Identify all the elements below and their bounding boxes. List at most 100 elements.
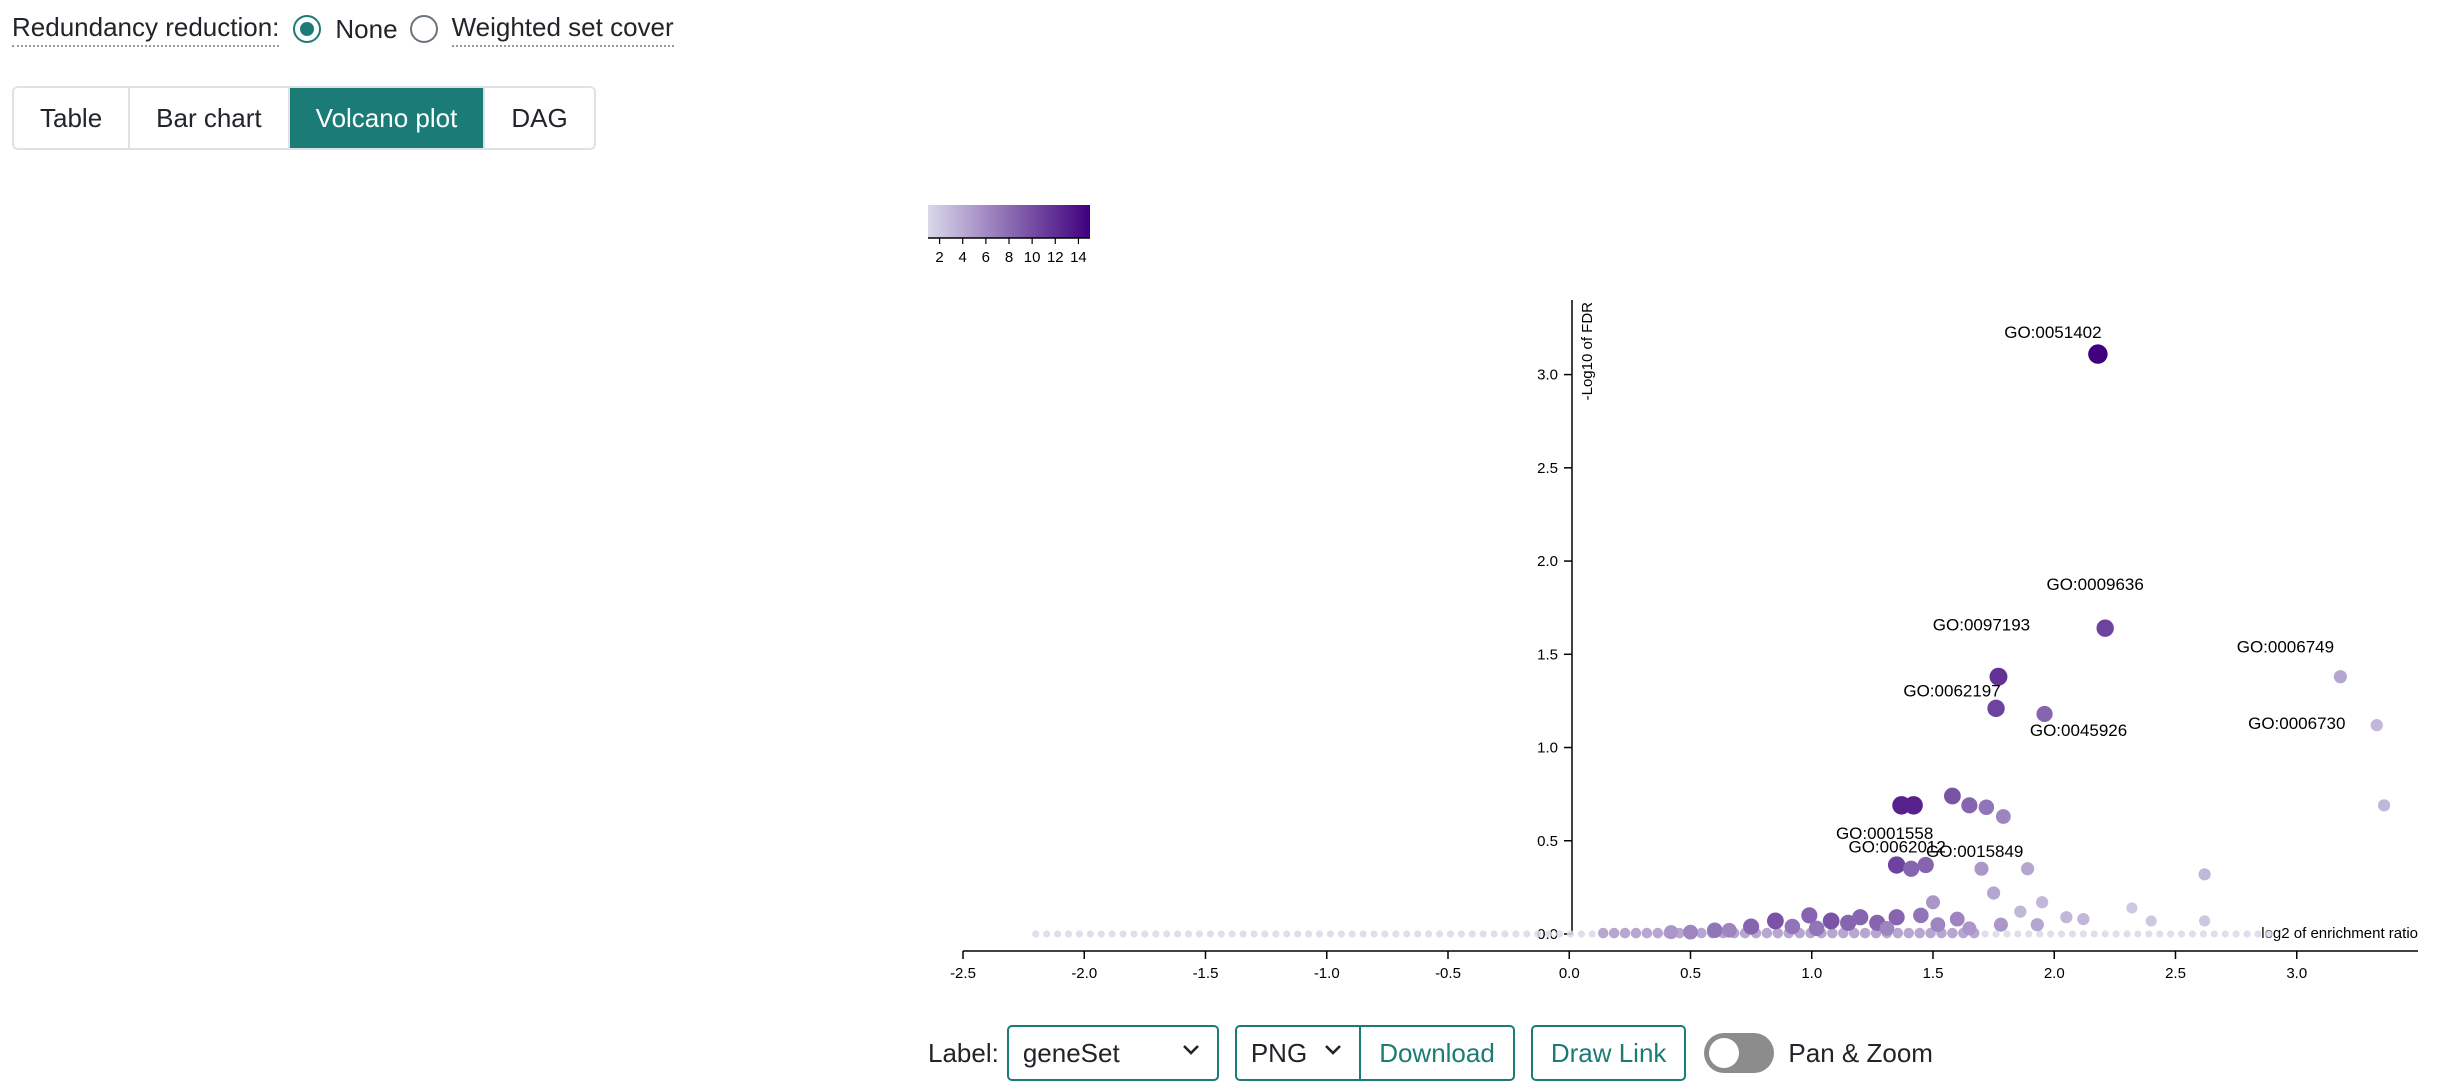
baseline-point [1359,930,1367,938]
data-point[interactable] [1961,797,1978,814]
data-point[interactable] [1930,917,1946,933]
data-point[interactable] [1978,799,1995,815]
labeled-data-point[interactable] [1887,856,1906,874]
data-point[interactable] [2199,915,2211,927]
data-point[interactable] [1925,895,1941,910]
x-axis-label: log2 of enrichment ratio [2261,925,2418,942]
data-point[interactable] [1840,914,1857,931]
pan-zoom-toggle[interactable] [1704,1033,1775,1073]
format-select[interactable]: PNG [1234,1025,1362,1081]
data-point[interactable] [1995,809,2011,824]
data-point[interactable] [1974,861,1989,876]
baseline-point [2167,930,2175,938]
data-point[interactable] [2145,915,2157,927]
y-tick-label: 2.5 [1537,460,1558,477]
data-point[interactable] [1743,918,1760,935]
baseline-point [1119,930,1127,938]
volcano-plot[interactable]: 2 4 6 8 10 12 14 log2 of enrichment ratio -Log… [0,0,2438,1010]
baseline-point [1326,930,1334,938]
data-points [1032,344,2391,940]
radio-none-label[interactable]: None [335,13,398,44]
data-point[interactable] [1949,911,1965,927]
baseline-point [1097,930,1105,938]
download-button[interactable]: Download [1361,1025,1515,1081]
radio-weighted-set-cover-label[interactable]: Weighted set cover [451,12,674,47]
label-select-value: geneSet [1022,1037,1120,1068]
data-point[interactable] [1766,912,1784,930]
radio-none-circle[interactable] [293,15,322,43]
data-point[interactable] [1664,925,1679,940]
tab-table[interactable]: Table [14,88,131,148]
data-point[interactable] [2126,902,2138,914]
data-point[interactable] [1879,920,1895,936]
baseline-point [1981,930,1989,938]
data-point[interactable] [2077,912,2090,926]
data-point[interactable] [1904,796,1923,815]
baseline-point [1250,930,1258,938]
baseline-point [1992,930,2000,938]
data-point[interactable] [1987,886,2001,900]
baseline-point [1043,930,1051,938]
format-select-value: PNG [1250,1037,1308,1068]
baseline-point [1217,930,1225,938]
labeled-data-point[interactable] [2036,705,2053,723]
x-tick-label: -0.5 [1435,965,1461,982]
data-point[interactable] [2020,862,2035,876]
data-point[interactable] [1962,921,1977,936]
baseline-point [2254,930,2262,938]
radio-none[interactable]: None [293,13,398,45]
baseline-point [1272,930,1280,938]
draw-link-button[interactable]: Draw Link [1530,1025,1687,1081]
data-point[interactable] [1683,924,1698,940]
baseline-point [1294,930,1302,938]
baseline-point [1174,930,1182,938]
color-legend-gradient [928,205,1090,238]
labeled-data-point[interactable] [1903,860,1920,877]
tab-dag[interactable]: DAG [485,88,594,148]
baseline-point [2232,930,2240,938]
baseline-point [1512,930,1520,938]
point-label: GO:0006749 [2237,638,2334,657]
labeled-data-point[interactable] [1989,667,2008,686]
label-select-label: Label: [928,1037,999,1068]
labeled-data-point[interactable] [1917,856,1934,874]
labeled-data-point[interactable] [2370,719,2383,732]
data-point[interactable] [1706,922,1723,939]
baseline-point [1545,930,1553,938]
data-point[interactable] [2014,905,2027,918]
baseline-point [1195,930,1204,938]
tab-bar-chart[interactable]: Bar chart [130,88,290,148]
x-tick-label: 2.0 [2044,965,2065,982]
data-point[interactable] [1822,912,1840,930]
baseline-point [1848,927,1860,939]
baseline-point [1075,930,1083,938]
data-point[interactable] [1808,920,1825,937]
labeled-data-point[interactable] [1987,699,2005,718]
radio-weighted-set-cover[interactable]: Weighted set cover [409,12,674,47]
data-point[interactable] [1784,918,1801,935]
data-point[interactable] [1944,787,1961,805]
tab-volcano-plot[interactable]: Volcano plot [289,88,486,148]
labeled-data-point[interactable] [2088,344,2108,364]
data-point[interactable] [1888,909,1905,926]
radio-weighted-set-cover-circle[interactable] [409,15,438,43]
x-tick-label: -2.5 [950,965,976,982]
data-point[interactable] [2198,868,2211,881]
labeled-data-point[interactable] [2096,619,2114,637]
data-point[interactable] [1721,922,1737,938]
baseline-point [2112,930,2120,938]
data-point[interactable] [1993,917,2008,932]
baseline-point [2057,930,2066,938]
baseline-point [1261,930,1269,938]
data-point[interactable] [1913,907,1929,924]
labeled-data-point[interactable] [2333,670,2347,684]
data-point[interactable] [2377,799,2391,812]
data-point[interactable] [1852,909,1869,926]
data-point[interactable] [1801,907,1818,924]
data-point[interactable] [2036,896,2049,909]
baseline-point [2047,930,2055,938]
data-point[interactable] [2060,911,2073,924]
label-select[interactable]: geneSet [1006,1025,1219,1081]
baseline-point [1163,930,1171,938]
data-point[interactable] [2030,918,2044,932]
